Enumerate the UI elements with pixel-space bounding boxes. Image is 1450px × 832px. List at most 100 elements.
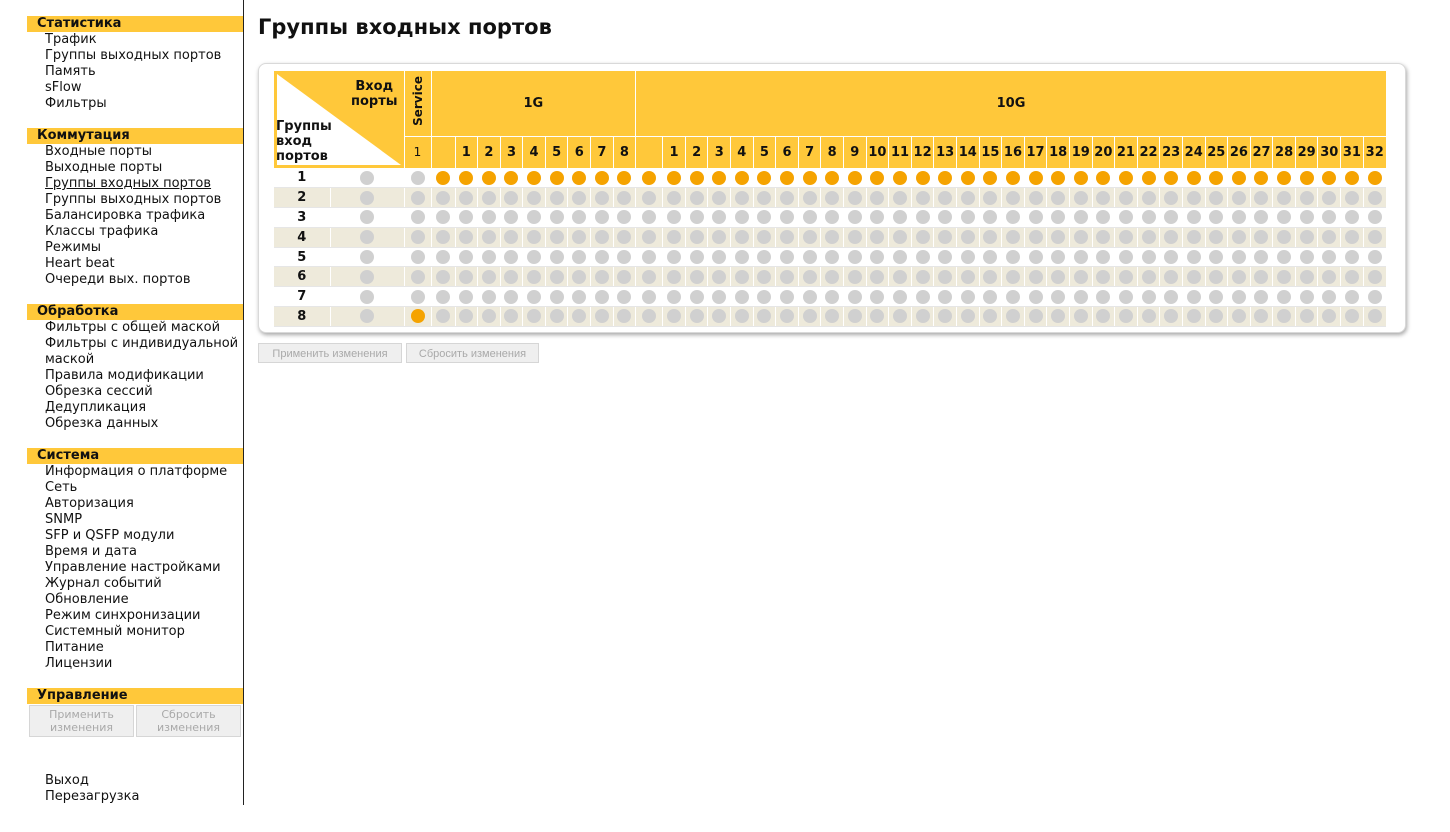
orange-dot-icon[interactable] bbox=[983, 170, 998, 185]
gray-dot-icon[interactable] bbox=[960, 269, 975, 284]
gray-dot-icon[interactable] bbox=[527, 230, 542, 245]
gray-dot-icon[interactable] bbox=[642, 269, 657, 284]
gray-dot-icon[interactable] bbox=[504, 269, 519, 284]
gray-dot-icon[interactable] bbox=[1186, 289, 1201, 304]
orange-dot-icon[interactable] bbox=[504, 170, 519, 185]
gray-dot-icon[interactable] bbox=[870, 230, 885, 245]
gray-dot-icon[interactable] bbox=[1164, 289, 1179, 304]
apply-changes-button[interactable]: Применить изменения bbox=[258, 343, 402, 363]
gray-dot-icon[interactable] bbox=[360, 190, 374, 205]
sidebar-item[interactable]: Дедупликация bbox=[45, 400, 147, 415]
gray-dot-icon[interactable] bbox=[667, 289, 682, 304]
gray-dot-icon[interactable] bbox=[780, 230, 795, 245]
orange-dot-icon[interactable] bbox=[825, 170, 840, 185]
gray-dot-icon[interactable] bbox=[504, 289, 519, 304]
gray-dot-icon[interactable] bbox=[870, 190, 885, 205]
gray-dot-icon[interactable] bbox=[481, 309, 496, 324]
sidebar-item[interactable]: Фильтры с индивидуальной маской bbox=[45, 336, 239, 367]
sidebar-item[interactable]: SNMP bbox=[45, 512, 83, 527]
gray-dot-icon[interactable] bbox=[1322, 230, 1337, 245]
gray-dot-icon[interactable] bbox=[1141, 250, 1156, 265]
gray-dot-icon[interactable] bbox=[1254, 269, 1269, 284]
gray-dot-icon[interactable] bbox=[436, 210, 450, 225]
orange-dot-icon[interactable] bbox=[1118, 170, 1133, 185]
orange-dot-icon[interactable] bbox=[802, 170, 817, 185]
orange-dot-icon[interactable] bbox=[1299, 170, 1314, 185]
orange-dot-icon[interactable] bbox=[780, 170, 795, 185]
gray-dot-icon[interactable] bbox=[1344, 230, 1359, 245]
gray-dot-icon[interactable] bbox=[667, 269, 682, 284]
gray-dot-icon[interactable] bbox=[1141, 230, 1156, 245]
gray-dot-icon[interactable] bbox=[870, 289, 885, 304]
gray-dot-icon[interactable] bbox=[1344, 309, 1359, 324]
gray-dot-icon[interactable] bbox=[1322, 190, 1337, 205]
gray-dot-icon[interactable] bbox=[1096, 190, 1111, 205]
sidebar-item[interactable]: Группы выходных портов bbox=[45, 48, 222, 63]
gray-dot-icon[interactable] bbox=[802, 190, 817, 205]
gray-dot-icon[interactable] bbox=[594, 210, 609, 225]
gray-dot-icon[interactable] bbox=[667, 309, 682, 324]
gray-dot-icon[interactable] bbox=[1367, 309, 1382, 324]
gray-dot-icon[interactable] bbox=[1367, 269, 1382, 284]
sidebar-item[interactable]: Фильтры bbox=[45, 96, 107, 111]
gray-dot-icon[interactable] bbox=[1277, 309, 1292, 324]
gray-dot-icon[interactable] bbox=[983, 210, 998, 225]
gray-dot-icon[interactable] bbox=[436, 309, 450, 324]
sidebar-item[interactable]: Входные порты bbox=[45, 144, 152, 159]
gray-dot-icon[interactable] bbox=[1141, 190, 1156, 205]
sidebar-item[interactable]: Правила модификации bbox=[45, 368, 204, 383]
gray-dot-icon[interactable] bbox=[938, 250, 953, 265]
orange-dot-icon[interactable] bbox=[617, 170, 632, 185]
gray-dot-icon[interactable] bbox=[1299, 250, 1314, 265]
gray-dot-icon[interactable] bbox=[667, 230, 682, 245]
gray-dot-icon[interactable] bbox=[1231, 190, 1246, 205]
gray-dot-icon[interactable] bbox=[734, 190, 749, 205]
gray-dot-icon[interactable] bbox=[1141, 309, 1156, 324]
gray-dot-icon[interactable] bbox=[459, 269, 474, 284]
gray-dot-icon[interactable] bbox=[734, 289, 749, 304]
gray-dot-icon[interactable] bbox=[1028, 269, 1043, 284]
gray-dot-icon[interactable] bbox=[572, 190, 587, 205]
gray-dot-icon[interactable] bbox=[594, 250, 609, 265]
orange-dot-icon[interactable] bbox=[527, 170, 542, 185]
gray-dot-icon[interactable] bbox=[1005, 230, 1020, 245]
sidebar-item[interactable]: Очереди вых. портов bbox=[45, 272, 191, 287]
gray-dot-icon[interactable] bbox=[802, 230, 817, 245]
sidebar-item[interactable]: Лицензии bbox=[45, 656, 113, 671]
gray-dot-icon[interactable] bbox=[825, 309, 840, 324]
orange-dot-icon[interactable] bbox=[1209, 170, 1224, 185]
gray-dot-icon[interactable] bbox=[734, 269, 749, 284]
gray-dot-icon[interactable] bbox=[1118, 230, 1133, 245]
gray-dot-icon[interactable] bbox=[1254, 190, 1269, 205]
sidebar-item[interactable]: Питание bbox=[45, 640, 104, 655]
gray-dot-icon[interactable] bbox=[504, 230, 519, 245]
sidebar-item[interactable]: Время и дата bbox=[45, 544, 138, 559]
gray-dot-icon[interactable] bbox=[734, 210, 749, 225]
gray-dot-icon[interactable] bbox=[572, 309, 587, 324]
orange-dot-icon[interactable] bbox=[757, 170, 772, 185]
gray-dot-icon[interactable] bbox=[915, 269, 930, 284]
sidebar-item[interactable]: Авторизация bbox=[45, 496, 134, 511]
gray-dot-icon[interactable] bbox=[436, 250, 450, 265]
gray-dot-icon[interactable] bbox=[594, 289, 609, 304]
gray-dot-icon[interactable] bbox=[1209, 230, 1224, 245]
gray-dot-icon[interactable] bbox=[1051, 210, 1066, 225]
gray-dot-icon[interactable] bbox=[780, 210, 795, 225]
gray-dot-icon[interactable] bbox=[802, 289, 817, 304]
gray-dot-icon[interactable] bbox=[504, 250, 519, 265]
gray-dot-icon[interactable] bbox=[410, 269, 425, 284]
sidebar-item[interactable]: Обрезка сессий bbox=[45, 384, 153, 399]
sidebar-item[interactable]: Трафик bbox=[45, 32, 97, 47]
gray-dot-icon[interactable] bbox=[780, 250, 795, 265]
gray-dot-icon[interactable] bbox=[481, 269, 496, 284]
gray-dot-icon[interactable] bbox=[938, 309, 953, 324]
logout-link[interactable]: Выход bbox=[45, 773, 89, 788]
gray-dot-icon[interactable] bbox=[1277, 250, 1292, 265]
orange-dot-icon[interactable] bbox=[1367, 170, 1382, 185]
gray-dot-icon[interactable] bbox=[983, 309, 998, 324]
gray-dot-icon[interactable] bbox=[712, 250, 727, 265]
orange-dot-icon[interactable] bbox=[1254, 170, 1269, 185]
sidebar-item[interactable]: Группы выходных портов bbox=[45, 192, 222, 207]
gray-dot-icon[interactable] bbox=[915, 309, 930, 324]
orange-dot-icon[interactable] bbox=[960, 170, 975, 185]
